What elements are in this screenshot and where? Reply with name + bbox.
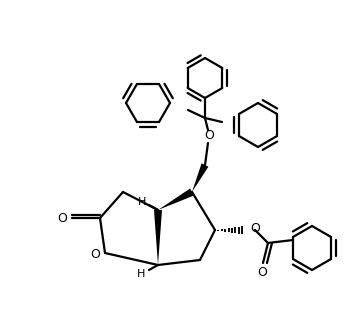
Polygon shape [154, 210, 162, 265]
Text: H: H [137, 269, 145, 279]
Text: O: O [257, 267, 267, 280]
Polygon shape [158, 188, 194, 210]
Text: O: O [204, 129, 214, 142]
Polygon shape [192, 163, 208, 192]
Text: O: O [90, 247, 100, 261]
Text: O: O [250, 222, 260, 235]
Text: H: H [138, 197, 146, 207]
Text: O: O [57, 211, 67, 224]
